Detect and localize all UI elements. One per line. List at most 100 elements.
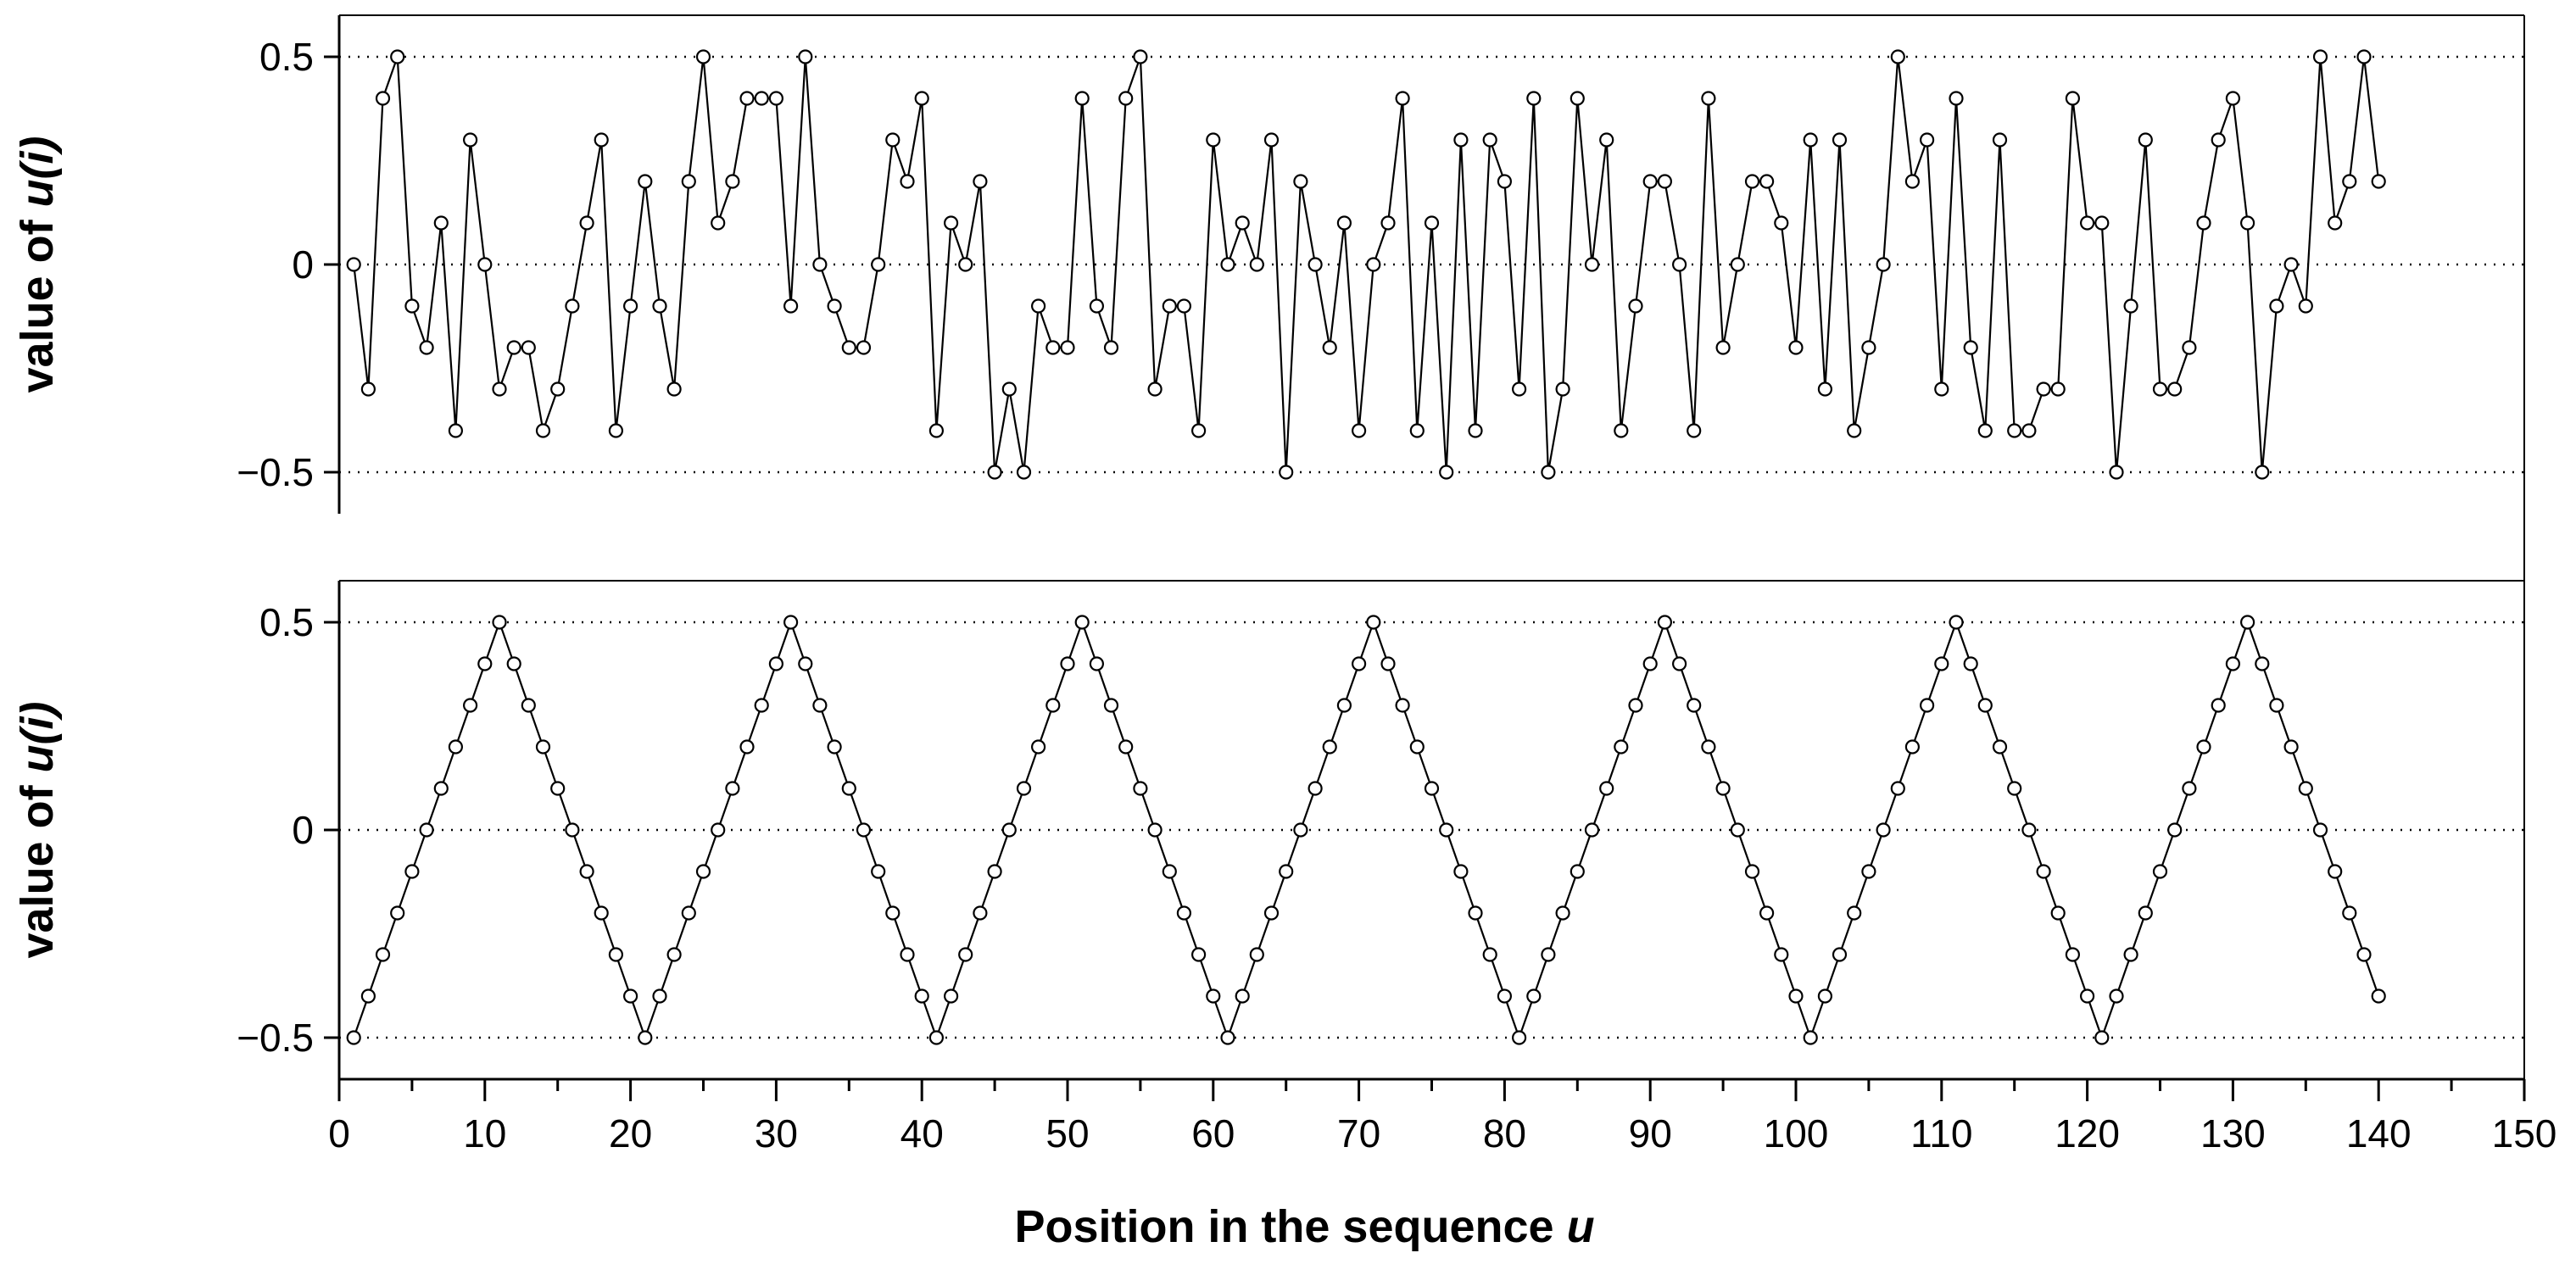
data-point: [1642, 656, 1658, 671]
data-point: [1336, 698, 1352, 713]
data-point: [1074, 615, 1090, 630]
data-point: [1671, 257, 1687, 272]
data-point: [2342, 905, 2357, 921]
data-point: [1744, 864, 1760, 879]
data-point: [1904, 174, 1920, 189]
x-axis-title: Position in the sequence u: [1014, 1201, 1594, 1252]
data-point: [1832, 132, 1848, 148]
data-point: [1803, 1030, 1818, 1045]
data-point: [958, 947, 973, 962]
data-point: [1949, 91, 1964, 106]
data-point: [2240, 215, 2255, 231]
data-point: [2240, 615, 2255, 630]
data-point: [1190, 947, 1207, 962]
data-point: [841, 340, 856, 355]
data-point: [404, 864, 420, 879]
data-point: [375, 947, 391, 962]
data-point: [666, 381, 682, 397]
data-point: [1366, 615, 1381, 630]
data-point: [1089, 298, 1105, 314]
data-point: [1876, 257, 1891, 272]
data-point: [987, 465, 1002, 480]
data-point: [1570, 864, 1585, 879]
data-point: [2255, 465, 2270, 480]
data-point: [783, 298, 799, 314]
data-point: [1279, 465, 1294, 480]
data-point: [1030, 298, 1046, 314]
data-point: [506, 656, 521, 671]
data-point: [433, 215, 449, 231]
data-point: [462, 698, 478, 713]
data-point: [2007, 423, 2022, 438]
data-point: [1671, 656, 1687, 671]
data-point: [1584, 257, 1600, 272]
data-point: [2196, 215, 2211, 231]
y-axis-title-variable: u(i): [12, 136, 63, 207]
data-point: [1045, 698, 1061, 713]
data-point: [1511, 381, 1527, 397]
data-point: [1380, 215, 1396, 231]
data-point: [2065, 91, 2080, 106]
y-axis-title-variable: u(i): [12, 701, 63, 772]
data-point: [2371, 988, 2386, 1004]
data-point: [2182, 781, 2197, 796]
data-point: [2167, 822, 2183, 838]
data-point: [1147, 822, 1163, 838]
data-point: [2109, 988, 2124, 1004]
data-point: [1963, 340, 1978, 355]
data-point: [1322, 739, 1337, 755]
data-point: [783, 615, 799, 630]
x-axis-title-variable: u: [1567, 1201, 1595, 1252]
data-point: [2328, 215, 2343, 231]
data-point: [900, 174, 915, 189]
data-point: [1847, 423, 1862, 438]
y-axis-title: value of u(i): [12, 136, 63, 393]
data-point: [1977, 698, 1993, 713]
data-point: [1351, 423, 1367, 438]
data-point: [1744, 174, 1760, 189]
top-panel: −0.5 0 0.5 value of u(i): [12, 14, 2525, 581]
x-tick-label: 50: [1045, 1111, 1089, 1155]
data-point: [943, 215, 959, 231]
data-point: [711, 215, 726, 231]
data-point: [1803, 132, 1818, 148]
data-point: [1614, 739, 1629, 755]
data-point: [1861, 864, 1876, 879]
x-tick-label: 120: [2055, 1111, 2120, 1155]
data-point: [1395, 698, 1410, 713]
data-point: [419, 822, 434, 838]
data-point: [1687, 423, 1702, 438]
x-tick-label: 100: [1764, 1111, 1829, 1155]
data-point: [1570, 91, 1585, 106]
data-point: [1089, 656, 1105, 671]
data-point: [798, 656, 813, 671]
data-point: [1774, 215, 1789, 231]
data-point: [1599, 781, 1614, 796]
data-point: [1920, 132, 1935, 148]
shared-x-axis: 0 10 20 30 40 50 60 70 80 90 100 110 120 130 140 150 Pos…: [328, 1077, 2556, 1252]
data-point: [1235, 988, 1250, 1004]
data-point: [608, 423, 624, 438]
data-point: [1701, 91, 1716, 106]
data-point: [871, 257, 886, 272]
data-point: [433, 781, 449, 796]
data-point: [2182, 340, 2197, 355]
data-point: [1599, 132, 1614, 148]
data-point: [2283, 739, 2299, 755]
data-point: [1060, 656, 1075, 671]
data-point: [914, 988, 929, 1004]
data-point: [1642, 174, 1658, 189]
data-point: [1249, 257, 1264, 272]
data-point: [973, 905, 988, 921]
x-tick-label: 0: [328, 1111, 350, 1155]
data-point: [2167, 381, 2183, 397]
data-point: [1541, 947, 1556, 962]
data-point: [928, 423, 945, 438]
data-point: [725, 174, 740, 189]
data-point: [390, 49, 405, 64]
data-point: [695, 49, 711, 64]
data-point: [1861, 340, 1876, 355]
data-point: [871, 864, 886, 879]
data-point: [1526, 91, 1542, 106]
data-point: [448, 739, 464, 755]
